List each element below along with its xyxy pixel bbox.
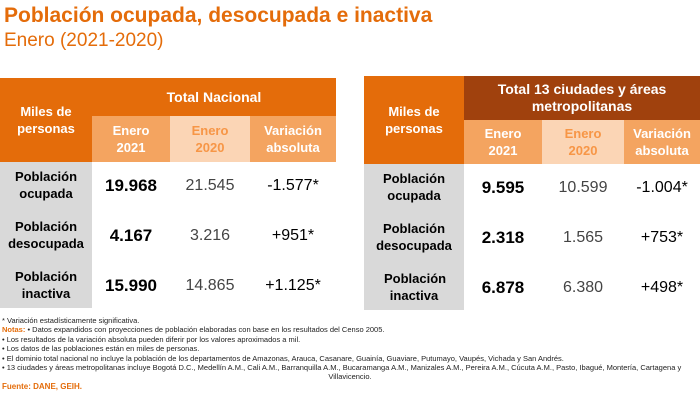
value-2021: 9.595 (464, 164, 542, 210)
value-2021: 6.878 (464, 264, 542, 310)
row-label: Población desocupada (0, 212, 92, 258)
table-row: Población desocupada 2.318 1.565 +753* (364, 214, 700, 260)
cities-table: Miles de personas Total 13 ciudades y ár… (364, 76, 700, 310)
footnote-item: • Los resultados de la variación absolut… (2, 334, 301, 344)
value-variation: -1.004* (624, 164, 700, 210)
cities-col-2021: Enero 2021 (464, 120, 542, 164)
footnote-item: • 13 ciudades y áreas metropolitanas inc… (2, 363, 682, 373)
value-2020: 10.599 (542, 164, 624, 210)
value-variation: +753* (624, 214, 700, 260)
value-2020: 14.865 (170, 262, 250, 308)
footnote-item: Villavicencio. (328, 372, 372, 382)
footnote-item: • Los datos de las poblaciones están en … (2, 344, 200, 354)
row-label: Población ocupada (0, 162, 92, 208)
footnotes: * Variación estadísticamente significati… (2, 316, 698, 391)
source-note: Fuente: DANE, GEIH. (2, 381, 83, 391)
cities-group-header: Total 13 ciudades y áreas metropolitanas (464, 76, 700, 120)
notes-label: Notas: (2, 325, 26, 335)
table-row: Población inactiva 6.878 6.380 +498* (364, 264, 700, 310)
page-title: Población ocupada, desocupada e inactiva (4, 4, 433, 27)
row-label: Población ocupada (364, 164, 464, 210)
cities-row-header: Miles de personas (364, 76, 464, 164)
national-table: Miles de personas Total Nacional Enero 2… (0, 78, 337, 308)
row-label: Población inactiva (364, 264, 464, 310)
national-row-header: Miles de personas (0, 78, 92, 162)
value-2021: 2.318 (464, 214, 542, 260)
value-variation: +1.125* (250, 262, 337, 308)
table-row: Población ocupada 19.968 21.545 -1.577* (0, 162, 337, 208)
national-group-header: Total Nacional (92, 78, 337, 116)
footnote-item: • El dominio total nacional no incluye l… (2, 353, 564, 363)
cities-col-2020: Enero 2020 (542, 120, 624, 164)
value-2021: 15.990 (92, 262, 170, 308)
table-row: Población desocupada 4.167 3.216 +951* (0, 212, 337, 258)
value-2020: 6.380 (542, 264, 624, 310)
value-2021: 19.968 (92, 162, 170, 208)
national-col-2020: Enero 2020 (170, 116, 250, 162)
value-2021: 4.167 (92, 212, 170, 258)
table-row: Población inactiva 15.990 14.865 +1.125* (0, 262, 337, 308)
page-subtitle: Enero (2021-2020) (4, 30, 164, 51)
national-col-2021: Enero 2021 (92, 116, 170, 162)
table-row: Población ocupada 9.595 10.599 -1.004* (364, 164, 700, 210)
value-2020: 21.545 (170, 162, 250, 208)
footnote-asterisk: * Variación estadísticamente significati… (2, 316, 140, 325)
national-col-var: Variación absoluta (250, 116, 337, 162)
row-label: Población desocupada (364, 214, 464, 260)
value-2020: 1.565 (542, 214, 624, 260)
value-2020: 3.216 (170, 212, 250, 258)
value-variation: -1.577* (250, 162, 337, 208)
value-variation: +498* (624, 264, 700, 310)
footnote-item: Notas: • Datos expandidos con proyeccion… (2, 325, 385, 335)
cities-col-var: Variación absoluta (624, 120, 700, 164)
value-variation: +951* (250, 212, 337, 258)
row-label: Población inactiva (0, 262, 92, 308)
